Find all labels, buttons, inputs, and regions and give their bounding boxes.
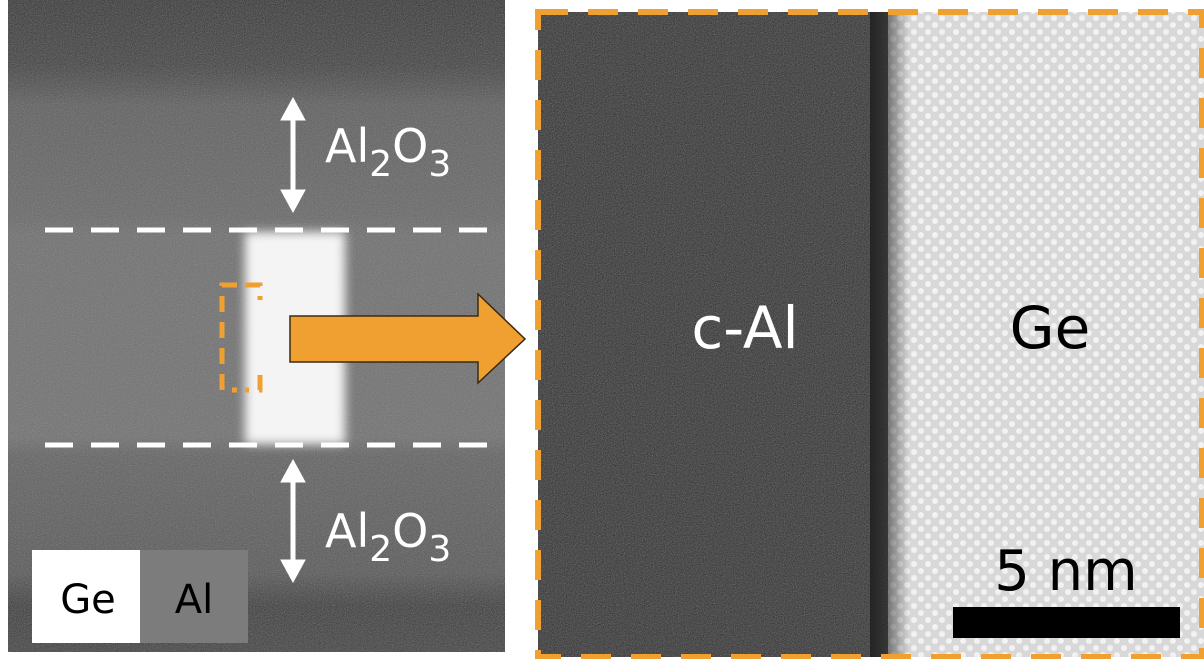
- region-label: Ge: [1010, 294, 1091, 362]
- text: O: [392, 504, 428, 558]
- scale-bar-label: 5 nm: [994, 539, 1137, 604]
- interface: [870, 12, 910, 657]
- subscript: 2: [369, 144, 392, 185]
- legend: Ge Al: [32, 550, 248, 643]
- subscript: 3: [428, 529, 451, 570]
- text: Al: [325, 119, 369, 173]
- scale-bar: [953, 607, 1180, 638]
- subscript: 3: [428, 144, 451, 185]
- text: Al: [325, 504, 369, 558]
- legend-label: Ge: [60, 577, 116, 623]
- subscript: 2: [369, 529, 392, 570]
- figure: Al2O3 Al2O3 Ge Al c-Al Ge 5 nm: [0, 0, 1204, 659]
- region-label: c-Al: [691, 294, 798, 362]
- legend-label: Al: [175, 577, 213, 623]
- text: O: [392, 119, 428, 173]
- page: Al2O3 Al2O3 Ge Al c-Al Ge 5 nm (() => { …: [0, 0, 1204, 659]
- right-panel: c-Al Ge 5 nm: [538, 12, 1204, 657]
